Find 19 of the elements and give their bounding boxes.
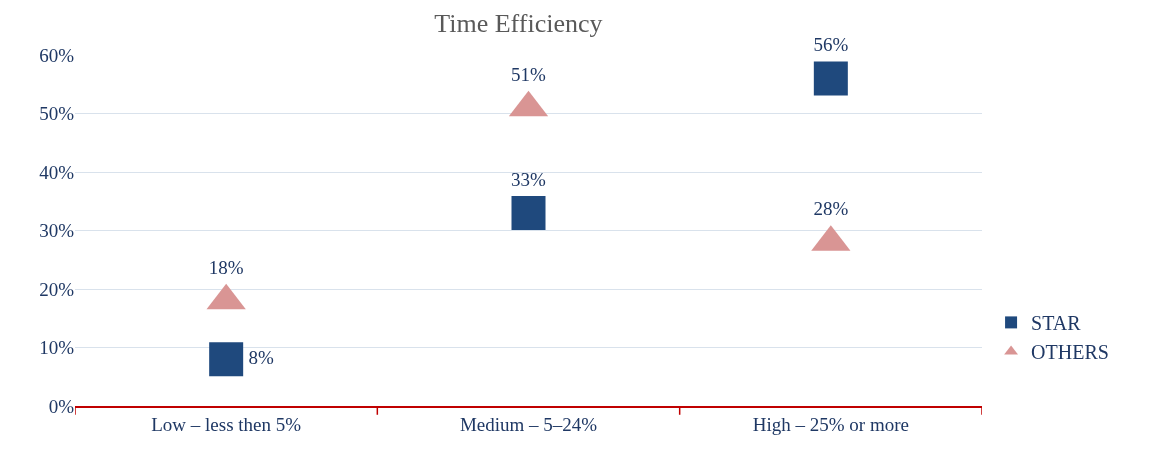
data-label: 51%: [511, 63, 547, 85]
y-tick-label: 30%: [39, 220, 75, 242]
x-tick-label: Medium – 5–24%: [459, 413, 598, 435]
data-label: 18%: [208, 256, 244, 278]
data-label: 28%: [813, 198, 849, 220]
y-tick-label: 40%: [39, 161, 75, 183]
x-tick-label: Low – less then 5%: [151, 413, 302, 435]
data-label: 56%: [813, 34, 849, 56]
y-tick-label: 60%: [39, 44, 75, 66]
data-label: 8%: [248, 346, 274, 368]
legend-label: OTHERS: [1031, 341, 1109, 364]
y-tick-label: 10%: [39, 337, 75, 359]
x-tick-label: High – 25% or more: [752, 413, 909, 435]
legend-label: STAR: [1031, 312, 1082, 335]
y-tick-label: 50%: [39, 103, 75, 125]
y-tick-label: 0%: [48, 395, 75, 417]
y-tick-label: 20%: [39, 278, 75, 300]
data-label: 33%: [511, 168, 547, 190]
chart-title: Time Efficiency: [434, 8, 603, 38]
